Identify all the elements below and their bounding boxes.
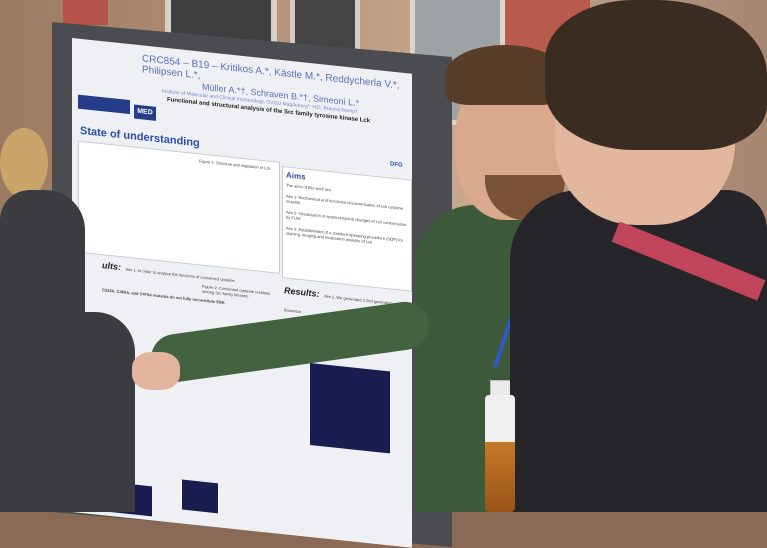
results-heading: ults: [102,260,121,273]
pointing-hand [132,352,180,390]
results-heading: Results: [284,285,320,300]
curtain [63,0,108,25]
listener-hair [545,0,767,150]
figure1-caption: Figure 1: Structure and regulation of Lc… [199,158,272,171]
person-hair [0,128,48,198]
person-left-suit-lower [0,312,135,512]
microscopy-panel [310,363,390,454]
data-figure [182,479,218,514]
aims-panel: Aims The aims of this work are: Aim 1: B… [282,166,412,292]
beer-glass [485,395,515,512]
state-panel: Figure 1: Structure and regulation of Lc… [78,140,280,274]
med-logo: MED [134,104,156,121]
dfg-logo: DFG [390,161,403,169]
